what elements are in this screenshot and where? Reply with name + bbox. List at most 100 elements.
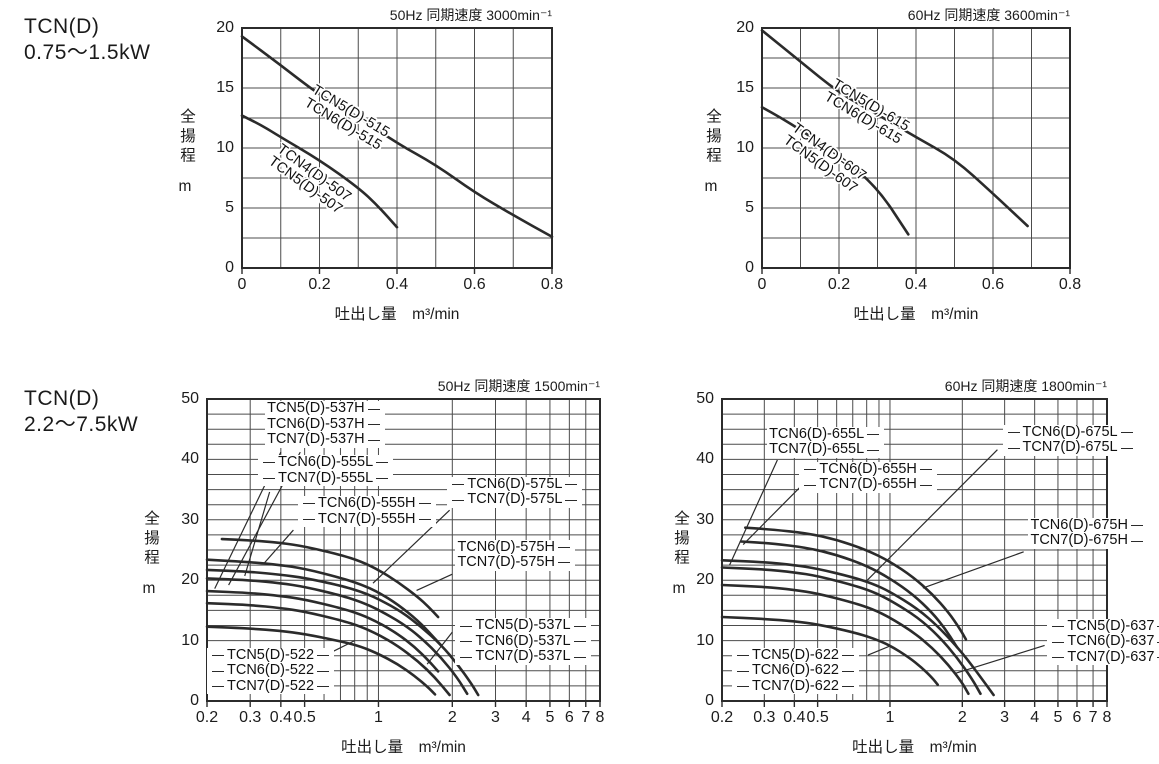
y-tick-label: 15 (736, 79, 754, 96)
leader-dash (919, 469, 932, 471)
curve-label-row: TCN6(D)-555L (260, 455, 391, 471)
y-tick-label: 10 (696, 631, 714, 649)
curve-label-text: TCN7(D)-622 (751, 677, 839, 694)
curve-label-text: TCN5(D)-637 (1067, 617, 1155, 634)
pump-curve (205, 577, 469, 696)
leader-dash (317, 686, 330, 688)
leader-dash (1120, 432, 1133, 434)
x-tick-label: 0.8 (540, 276, 564, 293)
leader-line (244, 491, 271, 577)
leader-dash (736, 655, 749, 657)
leader-dash (1157, 641, 1159, 643)
y-tick-label: 10 (181, 631, 199, 649)
leader-dash (804, 484, 817, 486)
leader-dash (1052, 641, 1065, 643)
leader-line (866, 449, 998, 582)
curve-label-text: TCN6(D)-522 (227, 662, 315, 679)
curve-label-box: TCN6(D)-675L TCN7(D)-675L (1002, 424, 1138, 456)
leader-line (742, 487, 800, 545)
curve-label-text: TCN5(D)-537L (475, 617, 571, 634)
curve-label-box: TCN5(D)-537H TCN6(D)-537H TCN7(D)-537H (265, 401, 385, 448)
x-tick-label: 0.2 (195, 709, 219, 726)
leader-dash (1052, 657, 1065, 659)
leader-dash (367, 439, 380, 441)
curve-label-text: TCN6(D)-675H (1030, 516, 1128, 533)
curve-label-row: TCN7(D)-655H (801, 477, 935, 493)
x-tick-label: 3 (1000, 709, 1010, 726)
curve-label-row: TCN6(D)-655L (769, 426, 882, 443)
curve-label-row: TCN6(D)-522 (209, 663, 332, 679)
x-tick-label: 6 (1072, 709, 1082, 726)
curve-label-text: TCN7(D)-555L (278, 469, 374, 486)
leader-dash (573, 641, 586, 642)
leader-dash (804, 469, 817, 471)
curve-label-text: TCN6(D)-575L (467, 475, 563, 492)
pump-curve (240, 35, 554, 239)
x-tick-label: 2 (447, 709, 457, 726)
leader-line (867, 645, 891, 656)
chart-title: 60Hz 同期速度 1800min⁻¹ (944, 378, 1107, 394)
curve-label-text: TCN6(D)-637 (1067, 633, 1155, 650)
curve-label-box: TCN6(D)-675H TCN7(D)-675H (1028, 516, 1148, 549)
curve-label-box: TCN5(D)-637 TCN6(D)-637 TCN7(D)-637 (1047, 617, 1159, 666)
leader-dash (303, 503, 316, 505)
curve-label-row: TCN6(D)-537L (457, 633, 588, 650)
pump-curve (720, 583, 970, 696)
curve-label-row: TCN7(D)-575L (449, 492, 580, 508)
leader-dash (1052, 626, 1065, 628)
leader-dash (418, 518, 431, 520)
curve-label-box: TCN6(D)-655L TCN7(D)-655L (767, 426, 885, 458)
chart-50hz-small: 0 0.2 0.4 0.6 0.8 0 5 10 15 20 50Hz 同期速度 3000min⁻¹… (157, 0, 597, 345)
curve-label-row: TCN6(D)-675L (1005, 424, 1136, 441)
curve-label-row: TCN7(D)-575H (457, 555, 573, 571)
pump-curve (760, 29, 1029, 228)
series-group-small: TCN(D) 0.75～1.5kW (24, 14, 150, 66)
pump-curve (205, 601, 451, 697)
pump-curve (220, 537, 440, 619)
x-tick-label: 0.4 (385, 276, 409, 293)
leader-line (955, 644, 1045, 674)
x-tick-label: 0.8 (1058, 276, 1082, 293)
y-tick-label: 0 (225, 259, 234, 276)
curve-label-row: TCN7(D)-675L (1005, 440, 1136, 456)
x-axis-label: 吐出し量 m³/min (341, 739, 466, 756)
curve-label-row: TCN5(D)-637 (1049, 617, 1159, 635)
y-axis-label: 全揚程 (704, 108, 721, 167)
x-tick-label: 0.2 (710, 709, 734, 726)
leader-dash (736, 686, 749, 688)
curve-label-row: TCN6(D)-637 (1049, 634, 1159, 650)
y-tick-label: 40 (696, 450, 714, 468)
curve-label-box: TCN5(D)-522 TCN6(D)-522 TCN7(D)-522 (207, 647, 335, 695)
y-tick-label: 0 (745, 259, 754, 276)
leader-dash (418, 503, 431, 505)
leader-dash (1007, 432, 1020, 434)
curve-label-row: TCN6(D)-622 (734, 663, 857, 679)
pump-curve (720, 566, 982, 696)
leader-dash (867, 434, 880, 436)
leader-line (729, 459, 778, 566)
x-tick-label: 0.6 (463, 276, 486, 293)
curve-label-text: TCN7(D)-555H (318, 510, 416, 527)
series-model-small: TCN(D) (24, 15, 100, 38)
chart-canvas (760, 27, 1071, 274)
x-tick-label: 1 (885, 709, 895, 726)
curve-label-box: TCN6(D)-575H TCN7(D)-575H (455, 538, 575, 571)
pump-curve (240, 114, 399, 229)
leader-dash (919, 484, 932, 486)
curve-label-text: TCN6(D)-555H (318, 495, 416, 512)
y-tick-label: 0 (705, 692, 714, 709)
leader-dash (1007, 447, 1020, 449)
leader-dash (460, 641, 473, 642)
x-tick-label: 0.6 (981, 276, 1005, 293)
curve-label-text: TCN7(D)-537H (267, 431, 365, 448)
leader-dash (841, 655, 854, 657)
leader-dash (212, 670, 224, 672)
y-tick-label: 15 (216, 79, 234, 96)
series-group-large: TCN(D) 2.2～7.5kW (24, 386, 138, 438)
curve-label-text: TCN6(D)-575H (457, 538, 555, 555)
curve-label-text: TCN7(D)-522 (227, 677, 315, 694)
curve-label-box: TCN5(D)-622 TCN6(D)-622 TCN7(D)-622 (731, 647, 859, 695)
curve-label-text: TCN6(D)-622 (751, 662, 839, 679)
curve-label-text: TCN5(D)-537H (267, 400, 365, 417)
leader-line (416, 573, 453, 592)
